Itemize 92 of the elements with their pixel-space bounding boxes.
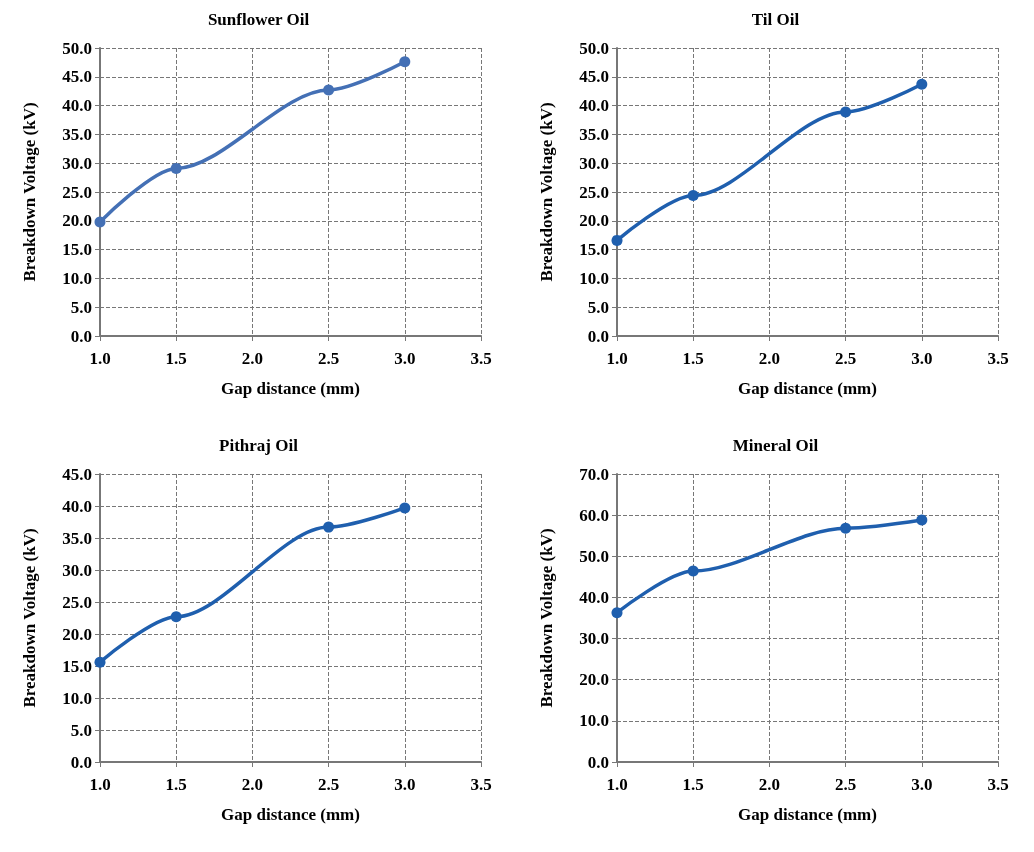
x-tick-label: 2.0 bbox=[241, 349, 264, 368]
y-tick-label: 10.0 bbox=[62, 268, 92, 288]
point bbox=[611, 607, 623, 619]
x-tick-label: 1.5 bbox=[682, 349, 704, 368]
chart-title: Mineral Oil bbox=[732, 436, 819, 455]
y-tick-label: 5.0 bbox=[70, 720, 92, 740]
x-tick-label: 3.5 bbox=[470, 775, 492, 794]
point bbox=[170, 162, 182, 174]
chart-title: Sunflower Oil bbox=[207, 10, 310, 29]
y-tick-label: 15.0 bbox=[62, 240, 92, 260]
x-tick-label: 2.5 bbox=[834, 349, 857, 368]
x-tick-label: 2.5 bbox=[834, 775, 857, 794]
y-tick-label: 0.0 bbox=[587, 326, 609, 346]
x-tick-label: 1.5 bbox=[682, 775, 704, 794]
x-tick-label: 1.0 bbox=[606, 349, 628, 368]
x-tick-label: 1.5 bbox=[165, 349, 187, 368]
point bbox=[399, 56, 411, 68]
x-tick-label: 1.0 bbox=[89, 775, 111, 794]
y-tick-label: 50.0 bbox=[579, 38, 609, 58]
point bbox=[840, 106, 852, 118]
y-tick-label: 25.0 bbox=[579, 182, 609, 202]
y-tick-label: 20.0 bbox=[62, 211, 92, 231]
point bbox=[94, 216, 106, 228]
chart-title: Til Oil bbox=[751, 10, 800, 29]
y-tick-label: 45.0 bbox=[579, 67, 609, 87]
x-tick-label: 3.0 bbox=[911, 349, 933, 368]
point bbox=[611, 234, 623, 246]
y-tick-label: 30.0 bbox=[579, 629, 609, 649]
x-tick-label: 3.0 bbox=[911, 775, 933, 794]
y-tick-label: 40.0 bbox=[579, 587, 609, 607]
y-tick-label: 10.0 bbox=[579, 268, 609, 288]
y-tick-label: 40.0 bbox=[579, 96, 609, 116]
y-axis-title: Breakdown Voltage (kV) bbox=[20, 102, 39, 282]
y-tick-label: 10.0 bbox=[579, 711, 609, 731]
x-tick-label: 1.0 bbox=[606, 775, 628, 794]
y-tick-label: 60.0 bbox=[579, 505, 609, 525]
y-axis-title: Breakdown Voltage (kV) bbox=[537, 528, 556, 708]
y-tick-label: 35.0 bbox=[62, 124, 92, 144]
y-tick-label: 0.0 bbox=[587, 752, 609, 772]
y-tick-label: 30.0 bbox=[62, 560, 92, 580]
x-axis-title: Gap distance (mm) bbox=[738, 379, 877, 398]
point bbox=[916, 514, 928, 526]
y-tick-label: 35.0 bbox=[62, 528, 92, 548]
y-axis-title: Breakdown Voltage (kV) bbox=[537, 102, 556, 282]
x-tick-label: 2.5 bbox=[317, 349, 340, 368]
point bbox=[687, 189, 699, 201]
point bbox=[399, 502, 411, 514]
chart-title: Pithraj Oil bbox=[219, 436, 299, 455]
y-tick-label: 0.0 bbox=[70, 752, 92, 772]
y-tick-label: 20.0 bbox=[62, 624, 92, 644]
y-tick-label: 70.0 bbox=[579, 464, 609, 484]
x-tick-label: 2.0 bbox=[758, 775, 781, 794]
point bbox=[323, 521, 335, 533]
y-tick-label: 20.0 bbox=[579, 670, 609, 690]
x-tick-label: 2.0 bbox=[241, 775, 264, 794]
x-tick-label: 1.5 bbox=[165, 775, 187, 794]
point bbox=[687, 565, 699, 577]
x-tick-label: 2.0 bbox=[758, 349, 781, 368]
y-tick-label: 40.0 bbox=[62, 96, 92, 116]
x-tick-label: 3.0 bbox=[394, 349, 416, 368]
point bbox=[170, 611, 182, 623]
y-tick-label: 25.0 bbox=[62, 592, 92, 612]
x-tick-label: 3.5 bbox=[987, 349, 1009, 368]
y-tick-label: 20.0 bbox=[579, 211, 609, 231]
point bbox=[840, 522, 852, 534]
x-axis-title: Gap distance (mm) bbox=[221, 805, 360, 824]
point bbox=[916, 78, 928, 90]
y-tick-label: 30.0 bbox=[579, 153, 609, 173]
x-tick-label: 2.5 bbox=[317, 775, 340, 794]
y-tick-label: 0.0 bbox=[70, 326, 92, 346]
y-tick-label: 45.0 bbox=[62, 67, 92, 87]
y-tick-label: 15.0 bbox=[62, 656, 92, 676]
y-tick-label: 25.0 bbox=[62, 182, 92, 202]
point bbox=[94, 656, 106, 668]
y-tick-label: 10.0 bbox=[62, 688, 92, 708]
y-tick-label: 45.0 bbox=[62, 464, 92, 484]
y-tick-label: 5.0 bbox=[587, 297, 609, 317]
x-tick-label: 1.0 bbox=[89, 349, 111, 368]
y-tick-label: 50.0 bbox=[579, 546, 609, 566]
y-tick-label: 50.0 bbox=[62, 38, 92, 58]
y-tick-label: 30.0 bbox=[62, 153, 92, 173]
x-axis-title: Gap distance (mm) bbox=[738, 805, 877, 824]
x-tick-label: 3.5 bbox=[987, 775, 1009, 794]
y-tick-label: 40.0 bbox=[62, 496, 92, 516]
y-tick-label: 35.0 bbox=[579, 124, 609, 144]
y-tick-label: 5.0 bbox=[70, 297, 92, 317]
x-tick-label: 3.5 bbox=[470, 349, 492, 368]
point bbox=[323, 84, 335, 96]
y-tick-label: 15.0 bbox=[579, 240, 609, 260]
x-tick-label: 3.0 bbox=[394, 775, 416, 794]
y-axis-title: Breakdown Voltage (kV) bbox=[20, 528, 39, 708]
x-axis-title: Gap distance (mm) bbox=[221, 379, 360, 398]
